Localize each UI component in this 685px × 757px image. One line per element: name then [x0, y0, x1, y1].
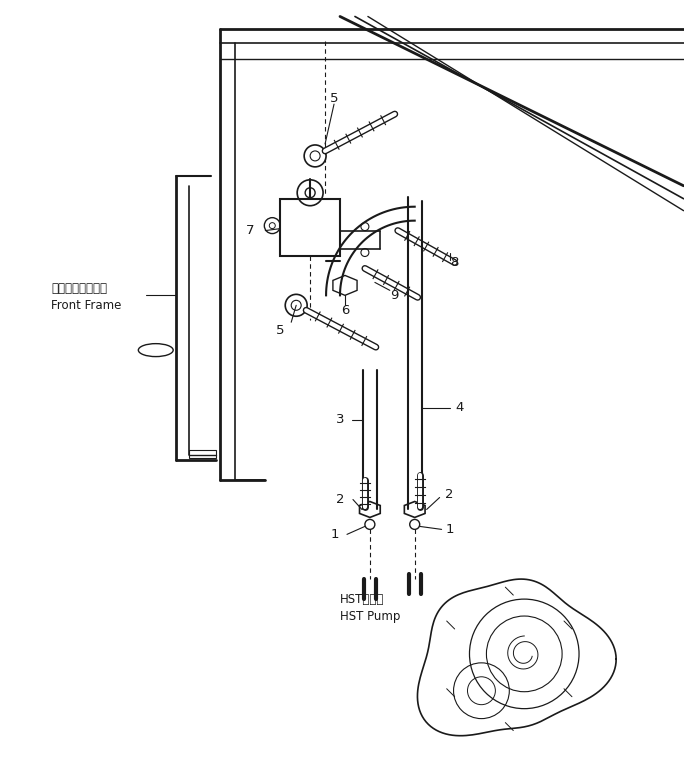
- Text: HST Pump: HST Pump: [340, 609, 401, 622]
- Text: 1: 1: [445, 523, 454, 536]
- Text: 5: 5: [329, 92, 338, 104]
- Text: 2: 2: [336, 493, 345, 506]
- Text: 6: 6: [341, 304, 349, 316]
- Text: HSTボンプ: HSTボンプ: [340, 593, 384, 606]
- Text: 9: 9: [390, 289, 399, 302]
- Text: 3: 3: [336, 413, 345, 426]
- Bar: [188, 450, 216, 458]
- Text: 4: 4: [456, 401, 464, 414]
- Text: 2: 2: [445, 488, 454, 501]
- Text: 1: 1: [331, 528, 339, 540]
- Text: フロントフレーム: フロントフレーム: [51, 282, 107, 295]
- Text: 7: 7: [246, 224, 255, 237]
- Text: Front Frame: Front Frame: [51, 299, 121, 312]
- Text: 5: 5: [276, 324, 284, 337]
- Bar: [280, 199, 340, 257]
- Text: 8: 8: [450, 256, 459, 269]
